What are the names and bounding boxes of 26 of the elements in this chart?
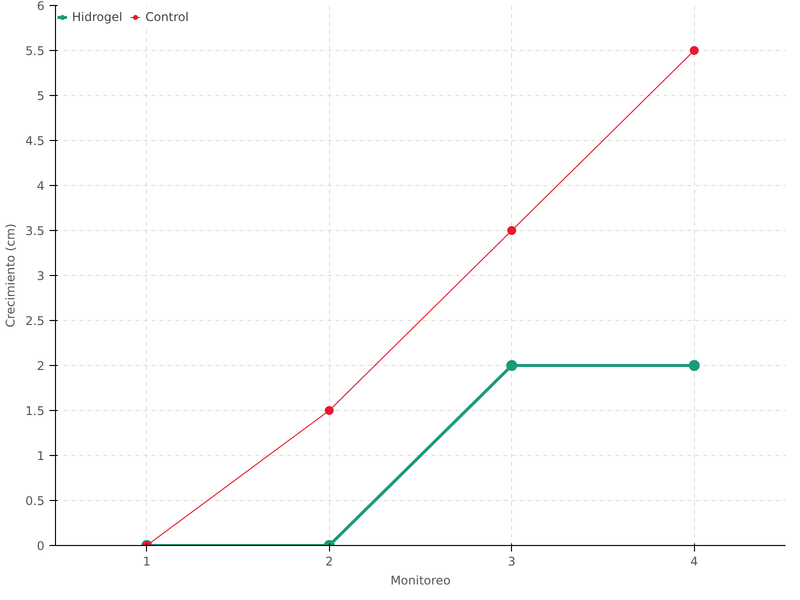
point: [507, 226, 516, 235]
y-axis-title: Crecimiento (cm): [3, 224, 18, 328]
y-tick-label: 3.5: [25, 224, 45, 238]
x-axis-title: Monitoreo: [390, 574, 451, 588]
legend-label: Hidrogel: [72, 10, 122, 24]
point: [324, 406, 334, 415]
y-tick-label: 0.5: [25, 494, 45, 508]
y-tick-label: 2: [36, 359, 45, 373]
y-tick-label: 5: [36, 89, 45, 103]
x-tick-label: 2: [325, 554, 334, 568]
y-tick-label: 0: [36, 539, 45, 553]
x-tick-label: 3: [508, 554, 516, 568]
y-tick-label: 1: [36, 449, 45, 463]
y-tick-label: 4.5: [25, 134, 45, 148]
point: [506, 360, 518, 371]
legend-label: Control: [145, 10, 189, 24]
y-tick-label: 1.5: [25, 404, 45, 418]
point: [690, 46, 699, 55]
y-tick-label: 6: [36, 0, 45, 13]
y-tick-label: 2.5: [25, 314, 45, 328]
point: [688, 360, 700, 371]
x-tick-label: 4: [690, 554, 698, 568]
y-tick-label: 5.5: [25, 44, 45, 58]
y-tick-label: 4: [36, 179, 45, 193]
y-tick-label: 3: [36, 269, 45, 283]
x-tick-label: 1: [142, 554, 151, 568]
